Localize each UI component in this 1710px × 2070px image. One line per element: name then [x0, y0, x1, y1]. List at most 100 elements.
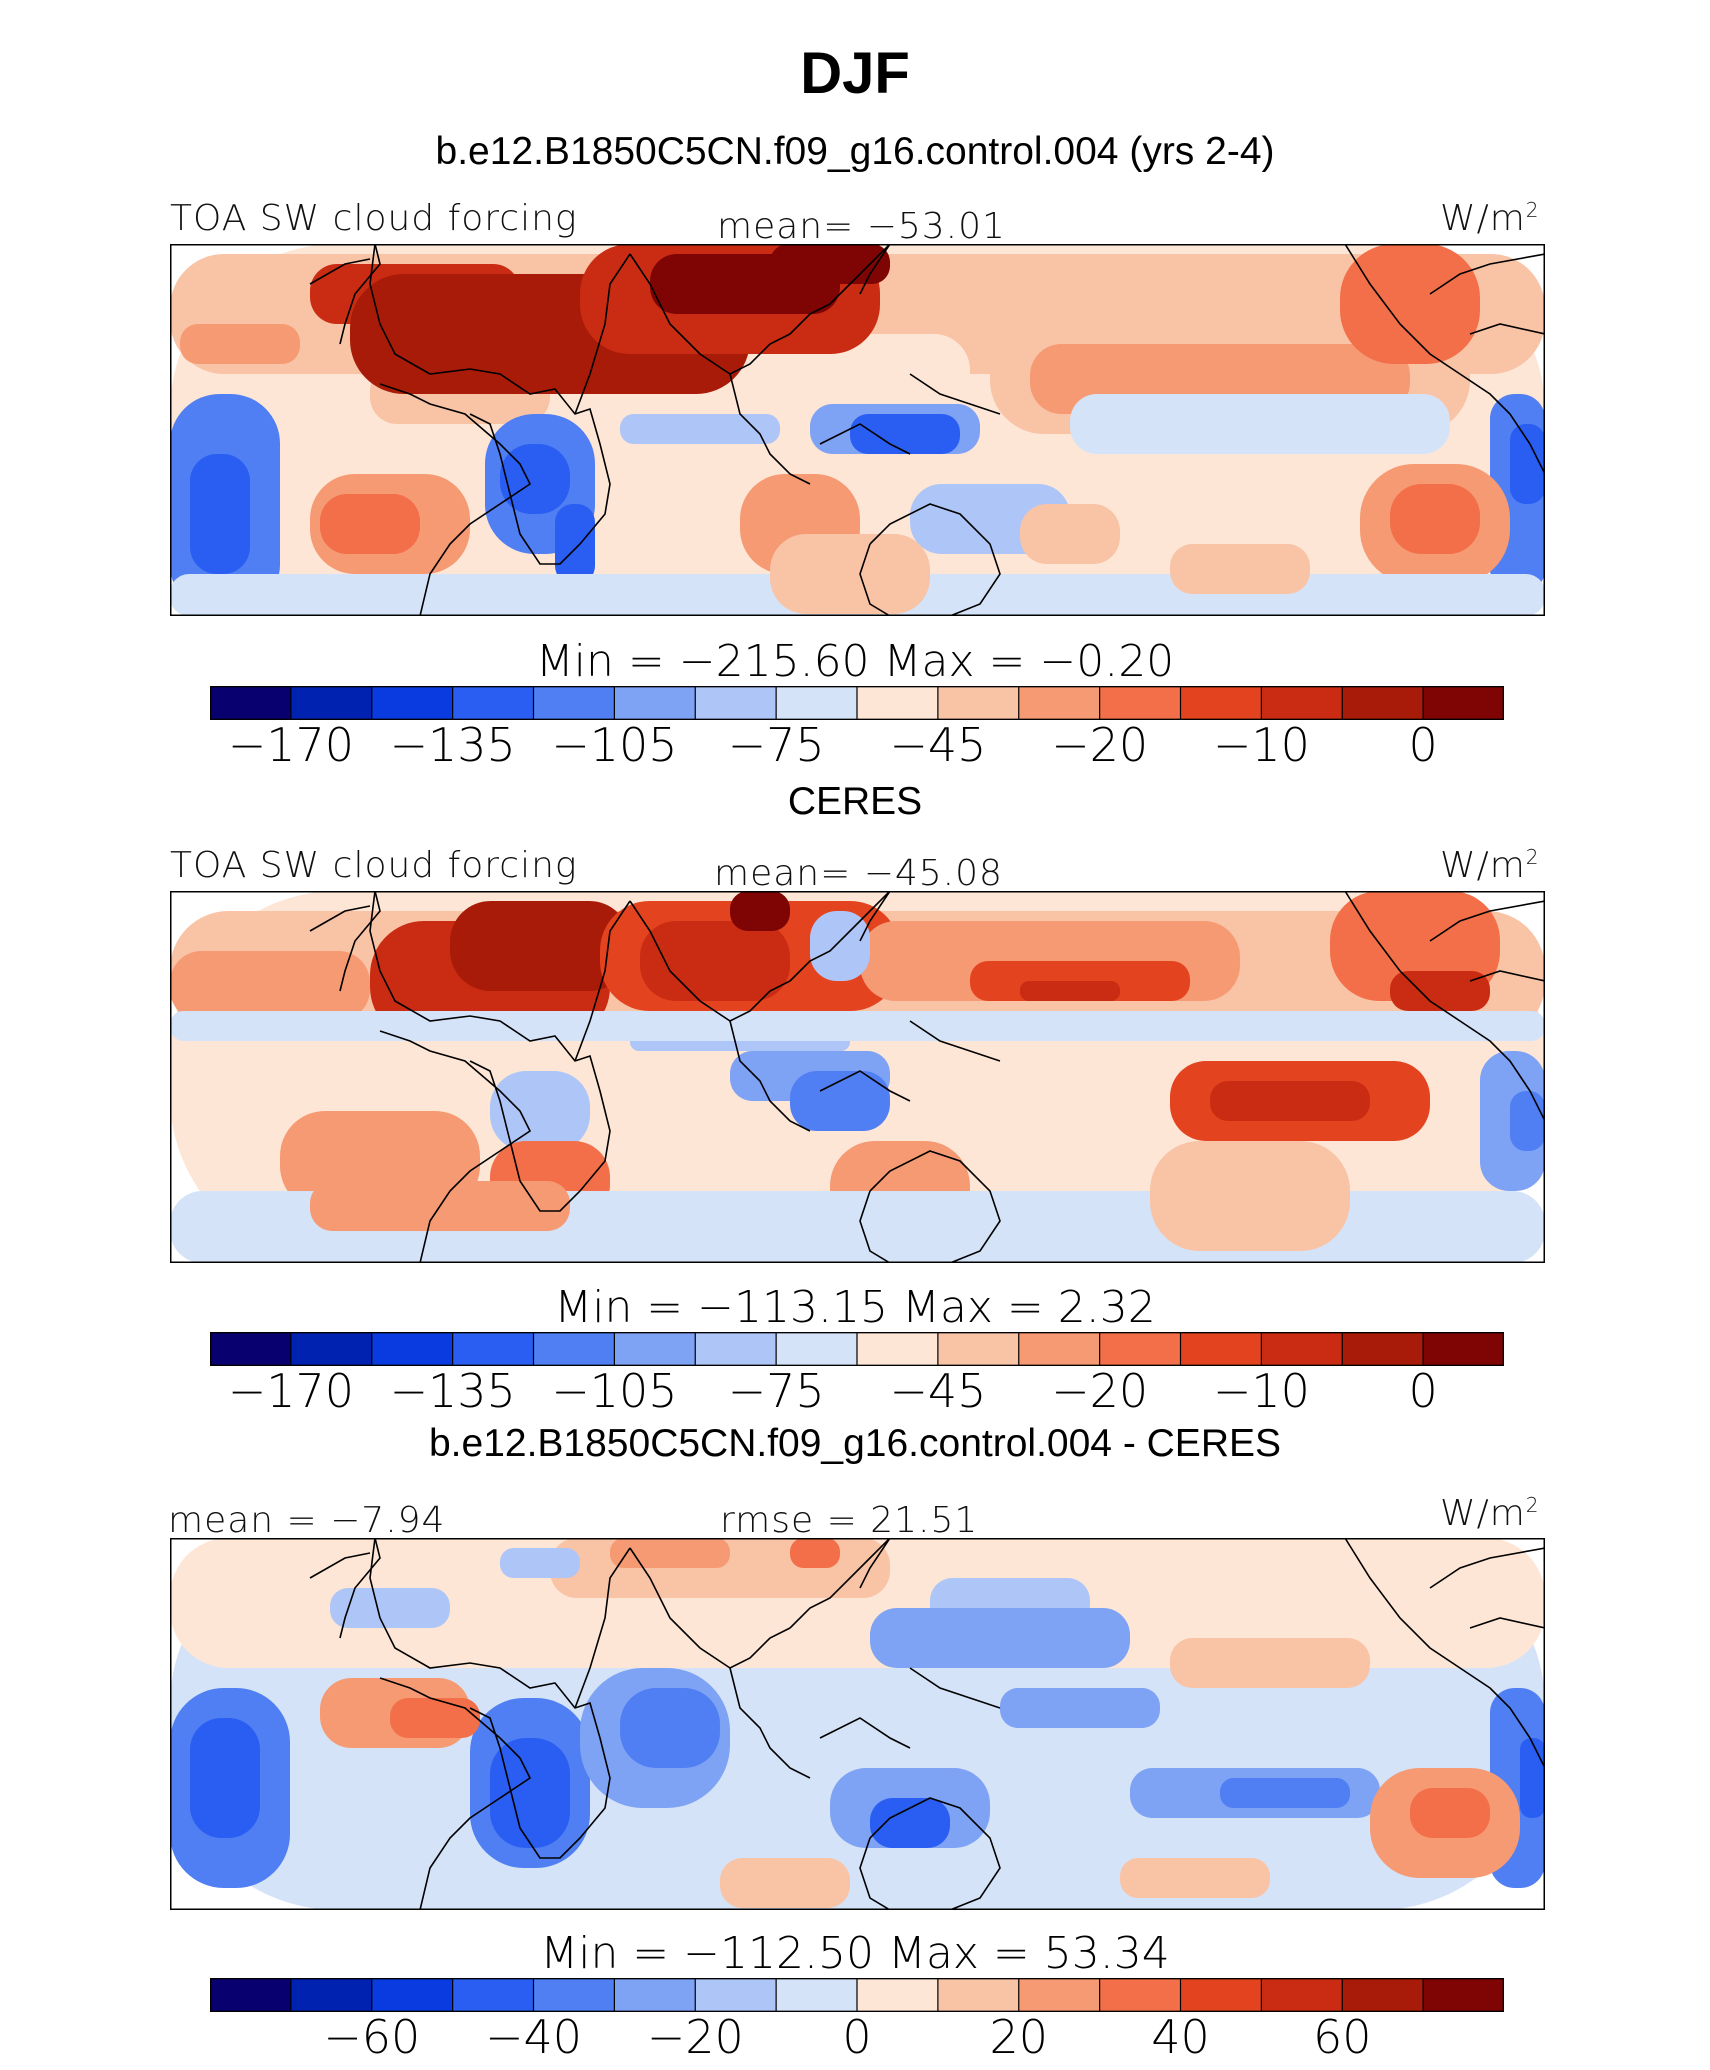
colorbar-tick-label: −105	[551, 1364, 678, 1418]
map-contour-region	[790, 1538, 840, 1568]
panel-2-map	[170, 891, 1545, 1263]
map-contour-region	[850, 414, 960, 454]
coastline-segment	[379, 1030, 532, 1263]
map-contour-region	[180, 324, 300, 364]
coastline-segment	[789, 1538, 891, 1629]
coastlines	[170, 244, 1545, 616]
coastline-segment	[369, 244, 611, 565]
panel-3-rmse-label: rmse = 21.51	[720, 1500, 979, 1541]
coastline-segment	[379, 1677, 532, 1910]
map-contour-region	[1220, 1778, 1350, 1808]
panel-1-left-label: TOA SW cloud forcing	[170, 198, 578, 239]
colorbar-box	[1422, 1978, 1504, 2012]
colorbar-tick-label: 0	[1408, 718, 1438, 772]
colorbar-box	[1099, 1978, 1182, 2012]
coastline-segment	[1469, 323, 1545, 335]
map-contour-region	[320, 494, 420, 554]
coastlines	[170, 1538, 1545, 1910]
map-contour-region	[1120, 1858, 1270, 1898]
coastline-segment	[859, 244, 891, 295]
map-contour-region	[790, 1071, 890, 1131]
map-contour-region	[1000, 1688, 1160, 1728]
map-frame	[170, 244, 1545, 616]
map-contour-region	[330, 1588, 450, 1628]
colorbar-box	[694, 686, 778, 720]
map-contour-region	[1390, 484, 1480, 554]
colorbar-box	[1018, 686, 1101, 720]
map-contour-region	[730, 891, 790, 931]
map-contour-region	[1020, 504, 1120, 564]
colorbar-box	[452, 1978, 535, 2012]
coastline-segment	[869, 1797, 1001, 1910]
map-contour-region	[1150, 1141, 1350, 1251]
panel-2-colorbar-ticks: −170 −135 −105 −75 −45 −20 −10 0	[0, 1364, 1710, 1424]
panel-2-mean-label: mean= −45.08	[714, 853, 1003, 894]
coastline-segment	[729, 1020, 811, 1132]
colorbar-box	[532, 1332, 616, 1366]
map-contour-region	[770, 534, 930, 614]
coastline-segment	[1429, 253, 1545, 295]
colorbar-tick-label: −135	[389, 718, 516, 772]
colorbar-box	[371, 686, 454, 720]
colorbar-tick-label: −105	[551, 718, 678, 772]
coastline-segment	[629, 253, 791, 375]
map-contour-region	[1020, 981, 1120, 1001]
colorbar-box	[1099, 686, 1182, 720]
coastline-segment	[369, 891, 611, 1212]
panel-2-colorbar	[210, 1332, 1504, 1366]
panel-3-colorbar	[210, 1978, 1504, 2012]
colorbar-tick-label: −10	[1212, 1364, 1310, 1418]
coastline-segment	[859, 1190, 891, 1263]
coastline-segment	[369, 1538, 611, 1859]
colorbar-box	[613, 1332, 697, 1366]
panel-3-units: W/m2	[1440, 1493, 1540, 1534]
colorbar-box	[1341, 1978, 1425, 2012]
coastline-segment	[1469, 970, 1545, 982]
panel-2-left-label: TOA SW cloud forcing	[170, 845, 578, 886]
coastline-segment	[869, 503, 1001, 616]
map-contour-region	[1390, 971, 1490, 1011]
colorbar-box	[210, 1978, 292, 2012]
colorbar-box	[290, 686, 373, 720]
panel-2-header: CERES	[787, 780, 923, 823]
colorbar-box	[532, 1978, 616, 2012]
colorbar-tick-label: 40	[1151, 2010, 1210, 2064]
coastline-segment	[574, 253, 631, 415]
colorbar-box	[210, 686, 292, 720]
colorbar-tick-label: −60	[323, 2010, 421, 2064]
coastline-segment	[309, 905, 371, 932]
colorbar-box	[1422, 1332, 1504, 1366]
colorbar-box	[371, 1978, 454, 2012]
colorbar-box	[775, 686, 859, 720]
coastline-segment	[379, 383, 532, 616]
coastline-segment	[859, 1538, 891, 1589]
coastline-segment	[729, 1667, 811, 1779]
colorbar-tick-label: −45	[889, 1364, 987, 1418]
colorbar-box	[937, 1332, 1020, 1366]
coastline-segment	[1344, 1538, 1545, 1769]
map-contour-region	[420, 334, 540, 394]
colorbar-tick-label: −45	[889, 718, 987, 772]
map-contour-region	[1410, 1788, 1490, 1838]
panel-3-colorbar-ticks: −60 −40 −20 0 20 40 60	[0, 2010, 1710, 2070]
coastline-segment	[1429, 1547, 1545, 1589]
colorbar-box	[1099, 1332, 1182, 1366]
colorbar-box	[1179, 686, 1263, 720]
colorbar-box	[1018, 1332, 1101, 1366]
panel-3-min-max: Min = −112.50 Max = 53.34	[540, 1928, 1170, 1979]
colorbar-box	[532, 686, 616, 720]
colorbar-box	[694, 1332, 778, 1366]
coastline-segment	[859, 891, 891, 942]
colorbar-tick-label: 20	[989, 2010, 1049, 2064]
coastline-segment	[909, 373, 1001, 415]
coastline-segment	[909, 1667, 1001, 1709]
map-contour-region	[490, 1738, 570, 1848]
colorbar-box	[1341, 1332, 1425, 1366]
panel-1-min-max: Min = −215.60 Max = −0.20	[535, 636, 1175, 687]
coastline-segment	[1469, 1617, 1545, 1629]
map-contour-region	[500, 1548, 580, 1578]
map-contour-region	[170, 1011, 1545, 1041]
coastline-segment	[629, 900, 791, 1022]
panel-1-header: b.e12.B1850C5CN.f09_g16.control.004 (yrs…	[435, 130, 1275, 173]
colorbar-box	[775, 1332, 859, 1366]
